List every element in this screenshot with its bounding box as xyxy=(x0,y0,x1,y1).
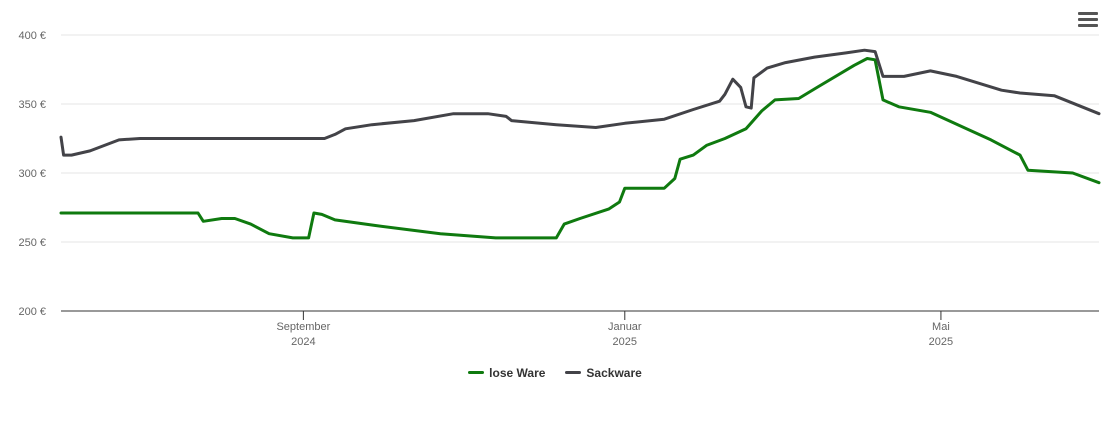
series-lines xyxy=(59,48,1101,240)
y-tick-label: 350 € xyxy=(18,99,46,111)
x-tick-month-label: Januar xyxy=(608,321,642,333)
y-tick-label: 200 € xyxy=(18,306,46,318)
x-tick-month-label: September xyxy=(276,321,330,333)
axes: 200 € 250 € 300 € 350 € 400 € September 2024 Ja… xyxy=(18,30,1099,348)
y-tick-label: 400 € xyxy=(18,30,46,42)
legend-item-lose-ware[interactable]: lose Ware xyxy=(468,366,545,380)
x-tick-year-label: 2024 xyxy=(291,336,315,348)
chart-menu-button[interactable] xyxy=(1078,12,1098,30)
legend-swatch xyxy=(468,371,485,374)
series-line-lose-ware[interactable] xyxy=(59,57,1101,240)
series-line-sackware[interactable] xyxy=(59,48,1101,157)
x-tick-month-label: Mai xyxy=(932,321,950,333)
hamburger-menu-icon xyxy=(1078,12,1098,15)
legend-swatch xyxy=(565,371,582,374)
grid-lines xyxy=(61,34,1099,243)
legend-label: lose Ware xyxy=(489,365,546,380)
legend-item-sackware[interactable]: Sackware xyxy=(565,365,642,380)
y-tick-label: 300 € xyxy=(18,168,46,180)
x-tick-year-label: 2025 xyxy=(929,336,953,348)
x-tick-year-label: 2025 xyxy=(613,336,637,348)
legend-label: Sackware xyxy=(586,365,642,380)
chart-legend: lose Ware Sackware xyxy=(0,363,1110,380)
y-tick-label: 250 € xyxy=(18,237,46,249)
